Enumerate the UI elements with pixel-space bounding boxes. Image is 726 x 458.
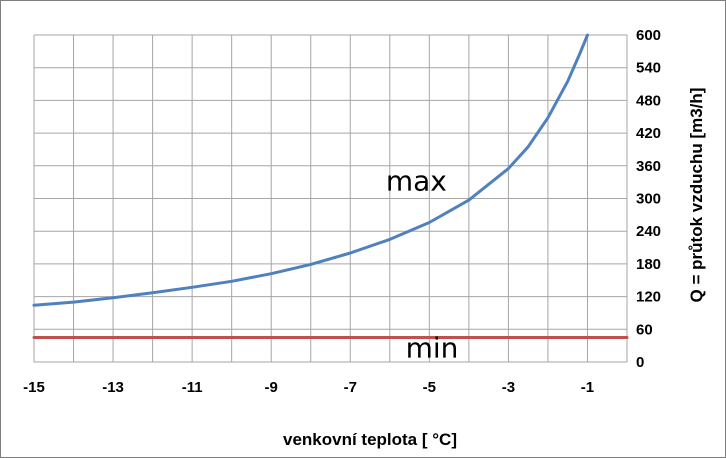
y-tick-label: 600 bbox=[636, 27, 661, 44]
y-tick-labels: 0 60 120 180 240 300 360 420 480 540 600 bbox=[636, 27, 661, 371]
x-tick-label: -7 bbox=[344, 379, 357, 396]
x-tick-labels: -15 -13 -11 -9 -7 -5 -3 -1 bbox=[23, 379, 594, 396]
x-tick-label: -15 bbox=[23, 379, 45, 396]
annotation-min: min bbox=[406, 332, 459, 365]
x-axis-title: venkovní teplota [ °C] bbox=[283, 430, 457, 449]
grid bbox=[33, 34, 628, 363]
y-tick-label: 300 bbox=[636, 191, 661, 208]
annotation-max: max bbox=[386, 164, 447, 197]
y-tick-label: 0 bbox=[636, 354, 644, 371]
y-tick-label: 360 bbox=[636, 158, 661, 175]
x-tick-label: -13 bbox=[102, 379, 124, 396]
x-tick-label: -11 bbox=[182, 379, 203, 396]
x-tick-label: -1 bbox=[581, 379, 594, 396]
x-tick-label: -9 bbox=[265, 379, 278, 396]
y-axis-title: Q = průtok vzduchu [m3/h] bbox=[687, 88, 706, 303]
y-tick-label: 540 bbox=[636, 60, 661, 77]
x-tick-label: -5 bbox=[423, 379, 436, 396]
y-tick-label: 180 bbox=[636, 256, 661, 273]
y-tick-label: 420 bbox=[636, 125, 661, 142]
y-tick-label: 240 bbox=[636, 223, 661, 240]
series-group bbox=[32, 33, 629, 339]
y-tick-label: 120 bbox=[636, 289, 661, 306]
y-tick-label: 480 bbox=[636, 92, 661, 109]
x-tick-label: -3 bbox=[502, 379, 515, 396]
annotations: max min bbox=[386, 164, 459, 364]
series-line-1 bbox=[32, 33, 589, 307]
y-tick-label: 60 bbox=[636, 321, 653, 338]
